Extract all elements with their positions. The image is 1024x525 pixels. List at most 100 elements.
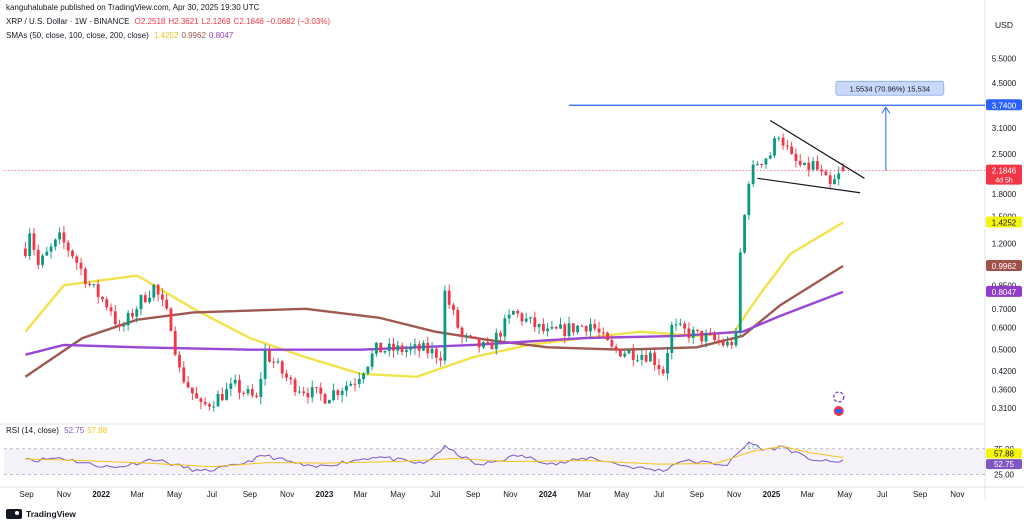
candle-body-5: [45, 251, 49, 256]
candle-73: [336, 388, 340, 400]
price-label-box-4: [986, 285, 1022, 297]
candle-body-138: [614, 346, 618, 350]
candle-169: [747, 181, 751, 220]
candle-124: [554, 325, 558, 330]
candle-167: [738, 248, 742, 337]
candle-body-171: [756, 163, 759, 165]
candle-170: [751, 160, 755, 187]
candle-body-153: [678, 323, 682, 325]
candle-103: [464, 333, 468, 342]
candle-157: [696, 329, 699, 333]
candle-79: [362, 371, 365, 384]
candle-154: [683, 321, 687, 335]
candle-body-82: [375, 342, 378, 354]
candle-96: [434, 347, 438, 364]
candle-body-129: [576, 325, 580, 333]
candle-12: [75, 254, 79, 270]
candle-body-78: [357, 379, 361, 384]
time-tick-16: May: [614, 490, 629, 499]
candle-body-117: [524, 318, 528, 322]
candle-body-75: [345, 385, 348, 391]
candle-body-180: [794, 153, 798, 161]
candle-83: [379, 342, 383, 353]
candle-166: [734, 327, 738, 348]
candle-92: [417, 340, 421, 358]
candle-body-164: [726, 342, 729, 346]
candle-155: [687, 322, 691, 343]
candle-body-145: [644, 355, 648, 362]
candle-body-37: [182, 367, 186, 383]
candle-body-157: [696, 329, 699, 331]
candle-body-139: [619, 349, 622, 357]
candle-body-106: [477, 337, 481, 348]
candle-body-68: [315, 387, 318, 389]
candle-body-190: [837, 173, 841, 180]
candle-body-89: [404, 349, 408, 352]
time-tick-10: May: [390, 490, 405, 499]
candle-body-124: [554, 326, 558, 329]
symbol-text[interactable]: XRP / U.S. Dollar · 1W · BINANCE: [6, 17, 130, 26]
candle-body-116: [520, 313, 524, 322]
candle-body-18: [101, 296, 104, 300]
candle-75: [345, 380, 348, 397]
candle-body-57: [268, 350, 271, 362]
candle-body-74: [340, 390, 344, 395]
candle-176: [777, 136, 781, 142]
candle-35: [173, 326, 177, 357]
candle-58: [272, 357, 276, 369]
candle-178: [785, 139, 789, 151]
candle-body-30: [152, 284, 156, 298]
candle-188: [828, 171, 832, 189]
candle-body-62: [289, 377, 293, 380]
candle-164: [726, 336, 729, 348]
candle-18: [101, 295, 104, 303]
candle-180: [794, 148, 798, 168]
brand-text: TradingView: [26, 509, 76, 519]
candle-body-163: [721, 341, 725, 346]
candle-9: [62, 225, 66, 250]
candle-55: [259, 371, 263, 405]
candle-body-148: [657, 364, 661, 370]
candle-body-143: [636, 359, 639, 361]
candle-body-23: [122, 325, 126, 327]
triangle-upper-line: [769, 119, 865, 179]
candle-body-85: [387, 343, 391, 351]
idea-icon: [833, 391, 845, 403]
candle-body-49: [233, 379, 237, 384]
candle-body-152: [674, 324, 678, 326]
candle-54: [255, 392, 258, 399]
candle-body-122: [546, 328, 550, 332]
candle-33: [165, 294, 169, 311]
candle-171: [756, 161, 759, 166]
candle-153: [678, 318, 682, 327]
drawings[interactable]: 1.5534 (70.96%) 15,534: [4, 80, 985, 416]
candle-body-71: [327, 400, 331, 404]
candle-body-29: [148, 297, 151, 303]
candle-40: [195, 386, 199, 399]
rsi-tick-1: 25.00: [994, 470, 1015, 479]
candle-77: [353, 378, 357, 392]
candle-body-40: [195, 393, 199, 399]
candle-82: [375, 342, 378, 357]
candle-body-22: [118, 324, 121, 327]
candle-body-88: [400, 345, 404, 352]
time-tick-2: 2022: [92, 490, 110, 499]
candle-48: [229, 377, 233, 397]
candle-183: [807, 156, 811, 177]
candle-body-119: [533, 317, 537, 328]
candle-67: [310, 380, 314, 403]
candle-177: [781, 133, 785, 150]
candle-184: [811, 157, 815, 172]
candle-body-44: [212, 406, 216, 408]
candle-body-126: [563, 324, 567, 337]
candle-body-3: [36, 249, 40, 265]
rsi-legend[interactable]: RSI (14, close) 52.75 57.88: [6, 426, 107, 435]
tradingview-logo[interactable]: TradingView: [6, 509, 76, 519]
candle-body-94: [426, 342, 430, 354]
candle-body-155: [687, 328, 691, 338]
candle-80: [366, 366, 370, 376]
price-tick-8: 0.7000: [992, 305, 1017, 314]
sma-legend[interactable]: SMAs (50, close, 100, close, 200, close)…: [6, 31, 233, 40]
candle-body-92: [417, 344, 421, 351]
